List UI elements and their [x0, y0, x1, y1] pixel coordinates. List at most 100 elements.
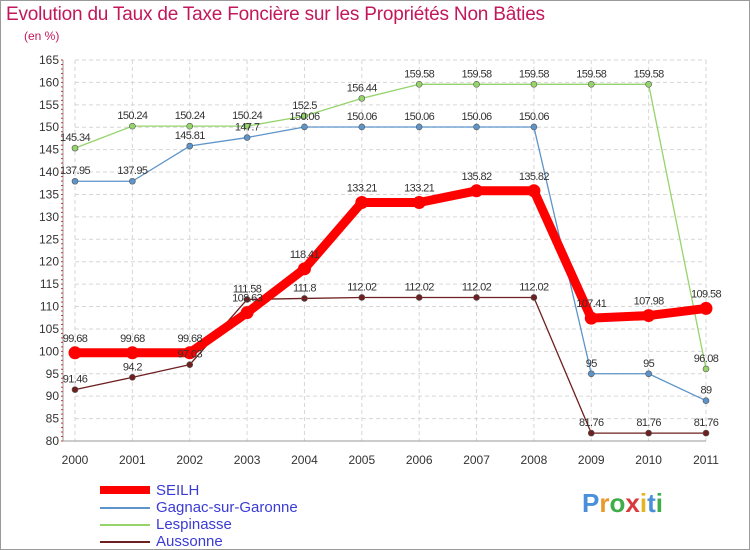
legend-label: Gagnac-sur-Garonne: [156, 499, 298, 516]
data-point-lespinasse: [415, 80, 423, 88]
y-tick-label: 80: [46, 434, 60, 448]
logo-letter: t: [647, 488, 656, 518]
data-label-seilh: 109.58: [691, 288, 722, 300]
data-point-aussonne: [702, 429, 710, 437]
data-label-gagnac-sur-garonne: 147.7: [235, 122, 260, 134]
y-tick-label: 135: [39, 187, 59, 201]
data-label-gagnac-sur-garonne: 150.06: [289, 111, 320, 123]
data-point-aussonne: [415, 294, 423, 301]
data-point-aussonne: [358, 294, 366, 301]
data-point-seilh: [183, 346, 197, 360]
data-label-aussonne: 112.02: [462, 281, 492, 293]
logo-letter: i: [639, 488, 648, 518]
data-label-gagnac-sur-garonne: 150.06: [462, 111, 493, 123]
data-label-lespinasse: 159.58: [634, 68, 665, 80]
legend-swatch-aussonne: [100, 541, 150, 543]
data-point-lespinasse: [301, 112, 308, 120]
data-labels: 145.34 150.24 150.24 150.24 152.5 156.44 159.5…: [60, 68, 722, 429]
legend-swatch-lespinasse: [100, 524, 150, 526]
data-label-aussonne: 97.03: [177, 349, 202, 361]
data-label-aussonne: 111.8: [293, 282, 316, 294]
legend-swatch-gagnac: [100, 507, 150, 509]
data-label-lespinasse: 152.5: [292, 100, 317, 112]
data-point-seilh: [527, 184, 541, 198]
data-point-lespinasse: [702, 365, 710, 373]
data-label-gagnac-sur-garonne: 150.06: [404, 111, 435, 123]
y-tick-label: 150: [39, 120, 59, 134]
data-label-seilh: 135.82: [462, 171, 493, 183]
data-label-gagnac-sur-garonne: 145.81: [175, 130, 206, 142]
data-point-seilh: [699, 301, 713, 315]
data-point-aussonne: [243, 296, 251, 303]
data-label-gagnac-sur-garonne: 89: [700, 385, 712, 397]
data-point-gagnac-sur-garonne: [129, 177, 136, 185]
data-point-lespinasse: [645, 80, 652, 88]
data-point-gagnac-sur-garonne: [530, 123, 538, 131]
data-label-gagnac-sur-garonne: 150.06: [347, 111, 378, 123]
data-label-seilh: 108.63: [232, 293, 263, 305]
proxiti-logo: Proxiti: [582, 488, 663, 519]
data-label-gagnac-sur-garonne: 150.06: [519, 111, 550, 123]
y-tick-label: 110: [40, 300, 59, 314]
data-label-aussonne: 112.02: [347, 281, 377, 293]
data-label-lespinasse: 96.08: [694, 353, 719, 365]
legend-label: Aussonne: [156, 533, 223, 550]
data-label-seilh: 107.98: [634, 296, 665, 308]
data-point-seilh: [642, 309, 656, 323]
y-tick-label: 165: [39, 53, 59, 67]
data-point-lespinasse: [587, 80, 595, 88]
x-tick-label: 2003: [234, 453, 261, 467]
data-point-lespinasse: [243, 122, 251, 130]
data-point-lespinasse: [186, 122, 194, 130]
series-line-aussonne: [74, 296, 707, 434]
legend-label: Lespinasse: [156, 516, 232, 533]
data-point-gagnac-sur-garonne: [415, 123, 423, 131]
data-point-seilh: [584, 311, 598, 325]
data-point-lespinasse: [71, 144, 79, 152]
data-label-aussonne: 81.76: [636, 417, 661, 429]
x-tick-label: 2007: [463, 453, 490, 467]
data-label-gagnac-sur-garonne: 137.95: [60, 165, 91, 177]
data-point-seilh: [240, 306, 254, 320]
data-point-aussonne: [301, 295, 308, 302]
data-point-gagnac-sur-garonne: [473, 123, 480, 131]
data-label-seilh: 133.21: [347, 182, 378, 194]
logo-letter: P: [582, 488, 600, 518]
data-point-gagnac-sur-garonne: [71, 177, 79, 185]
chart-title: Evolution du Taux de Taxe Foncière sur l…: [6, 4, 545, 25]
x-tick-label: 2002: [176, 453, 203, 467]
data-point-seilh: [412, 195, 426, 209]
data-label-gagnac-sur-garonne: 137.95: [117, 165, 148, 177]
x-tick-label: 2011: [693, 453, 719, 467]
y-tick-label: 130: [39, 210, 59, 224]
data-point-aussonne: [473, 294, 480, 301]
x-tick-label: 2006: [406, 453, 433, 467]
x-tick-label: 2001: [119, 453, 146, 467]
chart-subtitle: (en %): [24, 29, 60, 43]
data-label-seilh: 133.21: [404, 182, 435, 194]
data-label-aussonne: 91.46: [63, 374, 88, 386]
y-tick-label: 125: [39, 232, 59, 246]
data-point-seilh: [68, 346, 82, 360]
data-point-aussonne: [186, 361, 194, 368]
data-label-lespinasse: 159.58: [404, 68, 435, 80]
data-label-lespinasse: 150.24: [232, 110, 263, 122]
data-label-seilh: 118.41: [290, 249, 320, 261]
data-label-aussonne: 81.76: [694, 417, 719, 429]
grid: [74, 59, 707, 442]
data-label-gagnac-sur-garonne: 95: [643, 358, 655, 370]
y-tick-label: 115: [40, 277, 59, 291]
x-tick-label: 2005: [348, 453, 375, 467]
y-tick-label: 160: [39, 75, 59, 89]
data-label-seilh: 107.41: [576, 298, 607, 310]
logo-letter: r: [599, 488, 610, 518]
data-label-aussonne: 112.02: [519, 281, 549, 293]
data-label-lespinasse: 159.58: [576, 68, 607, 80]
y-tick-label: 100: [39, 344, 59, 358]
data-point-aussonne: [530, 294, 538, 301]
series-group: [68, 80, 713, 437]
series-line-lespinasse: [74, 83, 707, 370]
legend-label: SEILH: [156, 482, 200, 499]
data-label-aussonne: 94.2: [123, 361, 142, 373]
